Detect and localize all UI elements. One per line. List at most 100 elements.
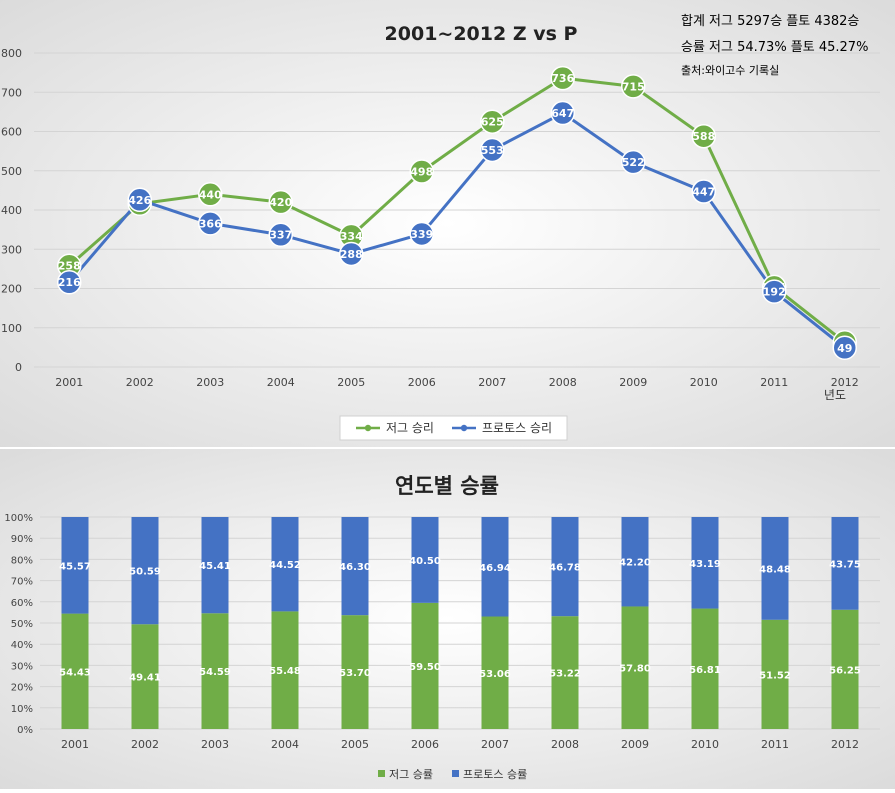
bar-chart-title: 연도별 승률: [395, 474, 499, 498]
data-point: [832, 335, 857, 361]
bar-label-zerg: 53.70: [339, 668, 371, 679]
series-line-1: [68, 111, 846, 349]
bar-protoss-rate: [61, 517, 89, 614]
bar-protoss-rate: [761, 517, 789, 620]
bar-label-zerg: 53.06: [479, 669, 511, 680]
bar-label-protoss: 40.50: [409, 556, 441, 567]
bar-label-protoss: 46.94: [479, 563, 511, 574]
y-tick-label: 10%: [11, 704, 33, 715]
x-tick-label: 2003: [196, 376, 224, 389]
bar-label-zerg: 51.52: [759, 670, 791, 681]
data-label: 553: [481, 144, 504, 157]
bar-label-zerg: 54.59: [199, 667, 231, 678]
bar-zerg-rate: [481, 616, 509, 729]
x-tick-label: 2008: [549, 376, 577, 389]
bar-protoss-rate: [481, 517, 509, 617]
data-label: 288: [340, 248, 363, 261]
x-tick-label: 2012: [831, 738, 859, 751]
y-tick-label: 800: [1, 47, 22, 60]
data-label: 334: [340, 230, 363, 243]
data-label: 625: [481, 116, 504, 129]
x-tick-label: 2001: [55, 376, 83, 389]
annotation-source: 출처:와이고수 기록실: [681, 64, 779, 77]
data-label: 426: [128, 194, 151, 207]
bar-protoss-rate: [551, 517, 579, 617]
data-label: 49: [837, 342, 852, 355]
bar-protoss-rate: [691, 517, 719, 609]
bar-protoss-rate: [201, 517, 229, 614]
annotation-total: 합계 저그 5297승 플토 4382승: [681, 14, 859, 29]
bar-label-zerg: 59.50: [409, 662, 441, 673]
data-label: 715: [622, 80, 645, 93]
data-label: 588: [692, 130, 715, 143]
data-point: [480, 109, 505, 134]
data-point: [621, 74, 646, 99]
y-tick-label: 500: [1, 165, 22, 178]
y-tick-label: 90%: [11, 534, 33, 545]
x-tick-label: 2002: [131, 738, 159, 751]
y-tick-label: 40%: [11, 640, 33, 651]
data-point: [762, 279, 787, 304]
line-chart-axis-labels: 0 100 200 300 400 500 600 700 800 2001 2002 2003 200…: [1, 47, 859, 389]
bar-label-zerg: 56.81: [689, 665, 721, 676]
x-tick-label: 2006: [411, 738, 439, 751]
y-tick-label: 0%: [17, 725, 33, 736]
x-tick-label: 2009: [619, 376, 647, 389]
x-axis-label: 년도: [824, 388, 846, 402]
bar-chart-axis-labels: 0% 10% 20% 30% 40% 50% 60% 70% 80% 90% 100% 2001 200…: [4, 513, 859, 751]
data-label: 339: [410, 228, 433, 241]
x-tick-label: 2007: [481, 738, 509, 751]
data-label: 647: [551, 107, 574, 120]
x-tick-label: 2005: [337, 376, 365, 389]
bar-label-protoss: 46.30: [339, 562, 371, 573]
data-point: [621, 149, 646, 175]
bar-label-zerg: 55.48: [269, 666, 301, 677]
data-point: [550, 65, 575, 91]
bar-zerg-rate: [691, 608, 719, 729]
y-tick-label: 20%: [11, 683, 33, 694]
bar-label-zerg: 56.25: [829, 665, 861, 676]
y-tick-label: 50%: [11, 619, 33, 630]
bar-zerg-rate: [341, 615, 369, 729]
x-tick-label: 2005: [341, 738, 369, 751]
bar-label-zerg: 54.43: [59, 667, 91, 678]
bar-protoss-rate: [411, 517, 439, 603]
data-label: 366: [199, 217, 222, 230]
legend-marker-protoss: [460, 424, 468, 432]
x-tick-label: 2010: [691, 738, 719, 751]
y-tick-label: 30%: [11, 661, 33, 672]
x-tick-label: 2007: [478, 376, 506, 389]
bar-label-zerg: 53.22: [549, 669, 581, 680]
bar-chart-series: 54.43 45.57 49.41 50.59 54.59 45.41 55.48 44.52…: [59, 517, 861, 729]
line-chart-series: 2584164404203344986257367155882046321642…: [57, 65, 857, 361]
data-label: 192: [763, 286, 786, 299]
bar-label-protoss: 46.78: [549, 563, 581, 574]
bar-chart-gridlines: [40, 516, 880, 730]
data-label: 447: [692, 186, 715, 199]
y-tick-label: 400: [1, 204, 22, 217]
x-tick-label: 2009: [621, 738, 649, 751]
data-point: [339, 241, 364, 267]
x-tick-label: 2004: [271, 738, 299, 751]
line-chart-title: 2001~2012 Z vs P: [385, 23, 578, 45]
x-tick-label: 2008: [551, 738, 579, 751]
data-point: [691, 179, 716, 204]
data-point: [409, 159, 434, 184]
bar-zerg-rate: [761, 619, 789, 729]
x-tick-label: 2011: [760, 376, 788, 389]
data-label: 420: [269, 196, 292, 209]
bar-label-protoss: 43.75: [829, 559, 861, 570]
bar-label-protoss: 45.41: [199, 561, 231, 572]
data-point: [691, 123, 716, 149]
y-tick-label: 700: [1, 86, 22, 99]
bar-label-protoss: 48.48: [759, 564, 791, 575]
y-tick-label: 0: [15, 361, 22, 374]
y-tick-label: 70%: [11, 577, 33, 588]
x-tick-label: 2003: [201, 738, 229, 751]
data-label: 498: [410, 166, 433, 179]
legend-swatch-zerg-rate: [378, 770, 385, 777]
bar-label-protoss: 42.20: [619, 558, 651, 569]
bar-label-zerg: 49.41: [129, 673, 161, 684]
bar-protoss-rate: [131, 517, 159, 625]
